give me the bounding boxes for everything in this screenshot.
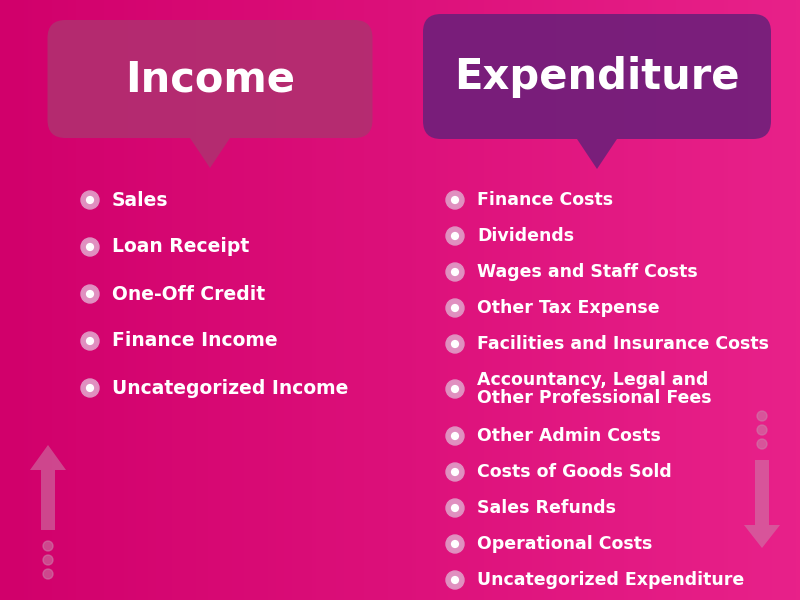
Circle shape	[757, 411, 767, 421]
Circle shape	[86, 244, 94, 250]
Circle shape	[757, 425, 767, 435]
Circle shape	[451, 305, 458, 311]
Circle shape	[451, 269, 458, 275]
Text: Accountancy, Legal and: Accountancy, Legal and	[477, 371, 708, 389]
Circle shape	[43, 541, 53, 551]
Circle shape	[43, 555, 53, 565]
Circle shape	[451, 469, 458, 475]
Circle shape	[451, 233, 458, 239]
Text: Sales: Sales	[112, 191, 169, 209]
Circle shape	[451, 577, 458, 583]
Polygon shape	[190, 138, 230, 168]
Circle shape	[446, 299, 464, 317]
Circle shape	[81, 379, 99, 397]
Circle shape	[446, 380, 464, 398]
Text: Operational Costs: Operational Costs	[477, 535, 652, 553]
Circle shape	[451, 341, 458, 347]
Polygon shape	[41, 470, 55, 530]
Text: Finance Costs: Finance Costs	[477, 191, 613, 209]
Text: Loan Receipt: Loan Receipt	[112, 238, 250, 257]
Text: Wages and Staff Costs: Wages and Staff Costs	[477, 263, 698, 281]
Text: Expenditure: Expenditure	[454, 55, 740, 97]
Text: Dividends: Dividends	[477, 227, 574, 245]
Text: Uncategorized Income: Uncategorized Income	[112, 379, 348, 397]
Circle shape	[446, 191, 464, 209]
Text: Sales Refunds: Sales Refunds	[477, 499, 616, 517]
Text: One-Off Credit: One-Off Credit	[112, 284, 265, 304]
Circle shape	[81, 285, 99, 303]
Polygon shape	[577, 139, 617, 169]
Circle shape	[86, 385, 94, 391]
Circle shape	[86, 290, 94, 298]
Polygon shape	[30, 445, 66, 470]
Circle shape	[81, 332, 99, 350]
Circle shape	[86, 197, 94, 203]
Text: Finance Income: Finance Income	[112, 331, 278, 350]
Circle shape	[446, 335, 464, 353]
Circle shape	[446, 499, 464, 517]
Circle shape	[451, 386, 458, 392]
Text: Costs of Goods Sold: Costs of Goods Sold	[477, 463, 672, 481]
Circle shape	[446, 263, 464, 281]
Circle shape	[451, 505, 458, 511]
Text: Facilities and Insurance Costs: Facilities and Insurance Costs	[477, 335, 769, 353]
Circle shape	[451, 197, 458, 203]
Circle shape	[86, 338, 94, 344]
Circle shape	[81, 238, 99, 256]
Circle shape	[446, 427, 464, 445]
Text: Other Professional Fees: Other Professional Fees	[477, 389, 712, 407]
FancyBboxPatch shape	[423, 14, 771, 139]
Circle shape	[446, 227, 464, 245]
Text: Uncategorized Expenditure: Uncategorized Expenditure	[477, 571, 744, 589]
Polygon shape	[755, 460, 769, 525]
Circle shape	[446, 571, 464, 589]
Text: Income: Income	[125, 58, 295, 100]
Text: Other Admin Costs: Other Admin Costs	[477, 427, 661, 445]
Circle shape	[757, 439, 767, 449]
Circle shape	[451, 433, 458, 439]
Circle shape	[81, 191, 99, 209]
Circle shape	[446, 463, 464, 481]
Circle shape	[43, 569, 53, 579]
Circle shape	[446, 535, 464, 553]
FancyBboxPatch shape	[47, 20, 373, 138]
Polygon shape	[744, 525, 780, 548]
Text: Other Tax Expense: Other Tax Expense	[477, 299, 660, 317]
Circle shape	[451, 541, 458, 547]
